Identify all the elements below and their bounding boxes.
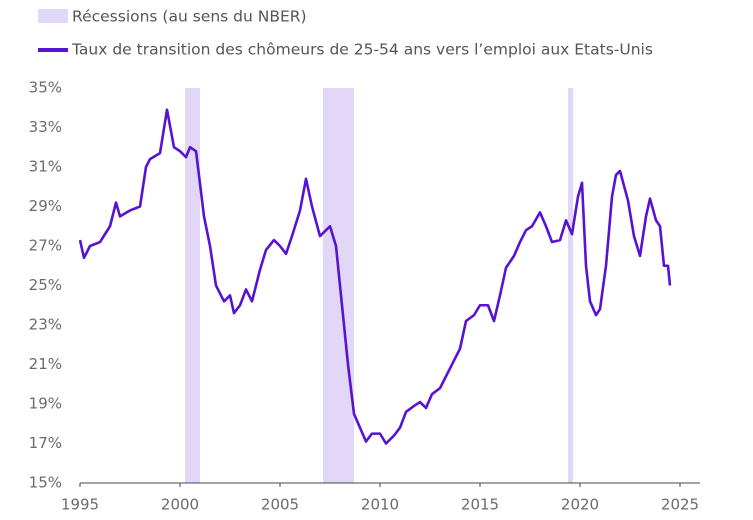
- recession-band: [185, 88, 200, 483]
- y-tick-label: 33%: [29, 118, 62, 136]
- y-tick-label: 21%: [29, 355, 62, 373]
- x-tick-label: 2005: [261, 496, 299, 514]
- x-tick-label: 2015: [461, 496, 499, 514]
- legend-label: Taux de transition des chômeurs de 25-54…: [71, 41, 653, 59]
- series-line: [78, 108, 672, 445]
- y-tick-label: 27%: [29, 237, 62, 255]
- y-tick-label: 17%: [29, 434, 62, 452]
- x-tick-label: 2025: [661, 496, 699, 514]
- y-tick-label: 35%: [29, 79, 62, 97]
- x-tick-label: 2020: [561, 496, 599, 514]
- y-tick-label: 15%: [29, 474, 62, 492]
- y-tick-label: 19%: [29, 395, 62, 413]
- y-tick-label: 31%: [29, 158, 62, 176]
- y-tick-label: 29%: [29, 197, 62, 215]
- recession-band: [323, 88, 354, 483]
- x-tick-label: 2000: [161, 496, 199, 514]
- x-tick-label: 1995: [61, 496, 99, 514]
- y-tick-label: 25%: [29, 276, 62, 294]
- legend-swatch-recession: [38, 9, 68, 23]
- x-tick-label: 2010: [361, 496, 399, 514]
- recession-band: [568, 88, 573, 483]
- y-tick-label: 23%: [29, 316, 62, 334]
- legend-label: Récessions (au sens du NBER): [72, 8, 307, 26]
